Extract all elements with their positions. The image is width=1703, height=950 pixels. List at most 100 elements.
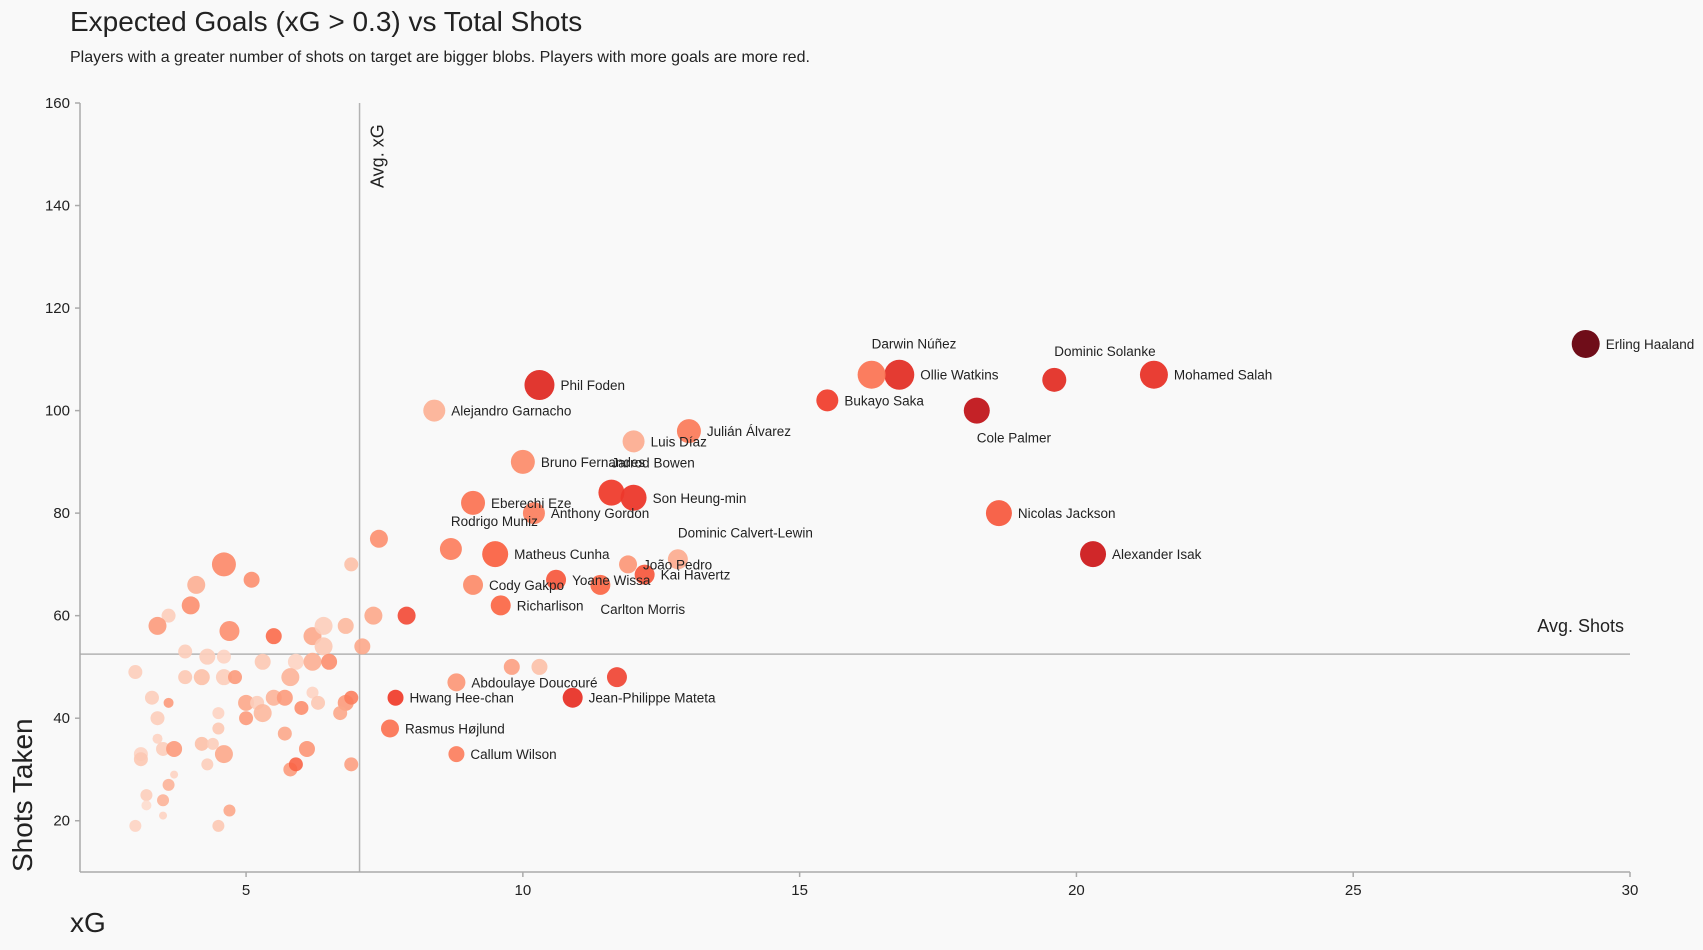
- y-tick-label: 100: [45, 403, 70, 420]
- x-tick-label: 20: [1068, 882, 1085, 899]
- player-label: Ollie Watkins: [920, 368, 999, 383]
- player-point: [306, 686, 319, 699]
- player-label: Phil Foden: [560, 378, 625, 393]
- player-point: [150, 711, 165, 726]
- player-point: [884, 359, 915, 390]
- player-label: Abdoulaye Doucouré: [471, 675, 597, 690]
- y-tick-label: 80: [53, 505, 70, 522]
- player-label: Anthony Gordon: [551, 506, 649, 521]
- player-point: [223, 804, 236, 817]
- player-point: [857, 360, 886, 389]
- player-point: [531, 658, 548, 675]
- player-point: [215, 669, 232, 686]
- player-point: [364, 606, 383, 625]
- player-point: [253, 704, 272, 723]
- player-point: [133, 752, 148, 767]
- player-label: Darwin Núñez: [872, 337, 957, 352]
- player-point: [344, 757, 359, 772]
- player-point: [314, 616, 333, 635]
- player-point: [461, 490, 486, 515]
- player-point: [816, 389, 839, 412]
- player-label: Luis Díaz: [651, 434, 708, 449]
- player-point: [985, 500, 1012, 527]
- player-point: [178, 644, 193, 659]
- player-label: Julián Álvarez: [707, 424, 791, 439]
- player-point: [187, 575, 206, 594]
- player-point: [181, 596, 200, 615]
- y-axis-title: Shots Taken: [7, 718, 38, 872]
- player-point: [1139, 360, 1168, 389]
- player-point: [219, 621, 240, 642]
- player-point: [423, 399, 446, 422]
- player-point: [201, 758, 214, 771]
- y-tick-label: 60: [53, 608, 70, 625]
- player-label: João Pedro: [643, 557, 712, 572]
- player-point: [482, 541, 509, 568]
- player-point: [194, 736, 209, 751]
- player-point: [129, 819, 142, 832]
- player-point: [590, 574, 611, 595]
- player-point: [277, 726, 292, 741]
- player-point: [1042, 367, 1067, 392]
- player-point: [144, 690, 159, 705]
- axes: 5 10 15 20 25 30 20 40 60 80 100 120 140 160: [45, 95, 1638, 899]
- player-point: [598, 479, 625, 506]
- x-axis-title: xG: [70, 907, 106, 938]
- player-label: Bruno Fernandes: [541, 455, 646, 470]
- player-point: [321, 653, 338, 670]
- player-label: Cody Gakpo: [489, 578, 564, 593]
- player-point: [524, 369, 555, 400]
- player-label: Callum Wilson: [470, 747, 556, 762]
- player-point: [562, 687, 583, 708]
- player-point: [354, 638, 371, 655]
- x-tick-label: 30: [1622, 882, 1639, 899]
- player-point: [239, 711, 254, 726]
- player-point: [510, 449, 535, 474]
- player-point: [276, 689, 293, 706]
- player-point: [265, 628, 282, 645]
- player-point: [314, 637, 333, 656]
- player-label: Rodrigo Muniz: [451, 514, 538, 529]
- player-point: [337, 617, 354, 634]
- player-point: [387, 689, 404, 706]
- player-label: Rasmus Højlund: [405, 721, 505, 736]
- player-point: [211, 552, 236, 577]
- player-point: [162, 778, 175, 791]
- player-point: [303, 652, 322, 671]
- x-tick-label: 25: [1345, 882, 1362, 899]
- player-point: [216, 649, 231, 664]
- player-point: [522, 502, 545, 525]
- player-point: [148, 616, 167, 635]
- player-point: [163, 697, 174, 708]
- player-point: [634, 564, 655, 585]
- player-point: [161, 608, 176, 623]
- x-tick-label: 10: [515, 882, 532, 899]
- player-point: [281, 668, 300, 687]
- player-point: [344, 557, 359, 572]
- player-label: Alejandro Garnacho: [451, 404, 571, 419]
- player-point: [128, 665, 143, 680]
- player-label: Eberechi Eze: [491, 496, 571, 511]
- player-point: [447, 673, 466, 692]
- player-point: [288, 757, 303, 772]
- x-tick-label: 15: [791, 882, 808, 899]
- player-point: [667, 549, 688, 570]
- player-point: [463, 574, 484, 595]
- player-label: Jarrod Bowen: [611, 456, 694, 471]
- player-label: Richarlison: [517, 598, 584, 613]
- y-tick-label: 120: [45, 300, 70, 317]
- player-point: [228, 670, 242, 685]
- player-point: [381, 719, 399, 738]
- y-tick-label: 20: [53, 813, 70, 830]
- player-point: [619, 555, 638, 574]
- player-point: [298, 740, 315, 757]
- player-label: Alexander Isak: [1112, 547, 1202, 562]
- player-point: [344, 690, 359, 705]
- player-label: Matheus Cunha: [514, 547, 610, 562]
- player-point: [193, 669, 210, 686]
- player-point: [156, 741, 171, 756]
- player-point: [152, 733, 163, 744]
- unlabeled-points: [128, 529, 627, 832]
- player-point: [166, 740, 183, 757]
